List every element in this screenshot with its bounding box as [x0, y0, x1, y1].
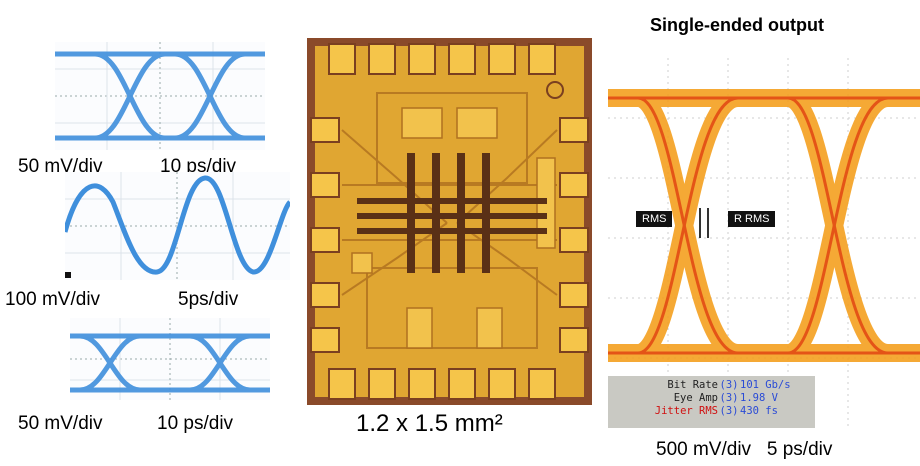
readout-index: (3): [719, 392, 739, 404]
scope-mid-vdiv: 100 mV/div: [5, 289, 101, 310]
readout-eye-amp: Eye Amp (3) 1.98 V: [608, 392, 815, 405]
readout-value: 430 fs: [740, 405, 778, 417]
readout-name: Bit Rate: [667, 379, 718, 391]
readout-name: Jitter RMS: [654, 405, 718, 417]
readout-name: Eye Amp: [673, 392, 718, 404]
readout-jitter-rms: Jitter RMS (3) 430 fs: [608, 405, 815, 418]
scope-eye-top: [55, 42, 265, 150]
eye-diagram-large: [608, 58, 920, 430]
readout-value: 1.98 V: [740, 392, 778, 404]
readout-value: 101 Gb/s: [740, 379, 791, 391]
eye-diagram-top: [55, 42, 265, 150]
eye-diagram-large-plot: [608, 58, 920, 430]
scope-bottom-tdiv: 10 ps/div: [157, 413, 234, 434]
readout-bit-rate: Bit Rate (3) 101 Gb/s: [608, 379, 815, 392]
scope-top-vdiv: 50 mV/div: [18, 156, 103, 177]
scope-mid-tdiv: 5ps/div: [178, 289, 239, 310]
big-eye-scale-label: 500 mV/div 5 ps/div: [656, 439, 833, 460]
scope-eye-bottom: [70, 318, 270, 400]
eye-diagram-bottom: [70, 318, 270, 400]
readout-index: (3): [719, 379, 739, 391]
jitter-marker-right: R RMS: [728, 211, 776, 227]
chip-micrograph: [307, 38, 592, 405]
scope-sine: [65, 172, 290, 280]
sine-waveform: [65, 172, 290, 280]
figure-title: Single-ended output: [650, 15, 824, 35]
measurement-readout: Bit Rate (3) 101 Gb/s Eye Amp (3) 1.98 V…: [608, 376, 815, 428]
scope-top-tdiv: 10 ps/div: [160, 156, 237, 177]
scope-bottom-vdiv: 50 mV/div: [18, 413, 103, 434]
jitter-marker-left: RMS: [636, 211, 673, 227]
chip-layout-drawing: [307, 38, 592, 405]
readout-index: (3): [719, 405, 739, 417]
chip-size-label: 1.2 x 1.5 mm²: [356, 410, 503, 437]
